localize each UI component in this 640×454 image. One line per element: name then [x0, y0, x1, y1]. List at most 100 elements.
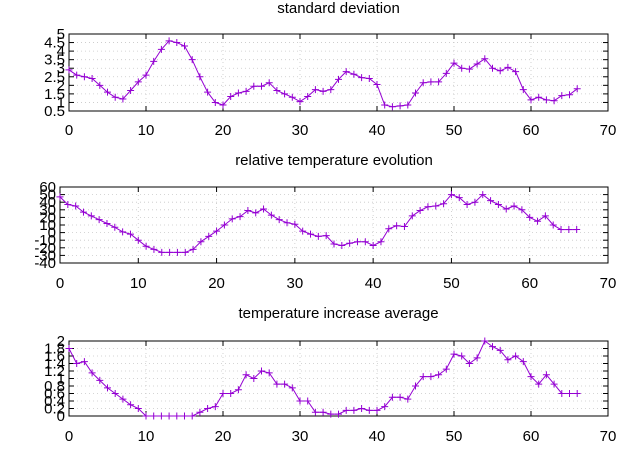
x-tick-label: 40 — [369, 428, 386, 445]
data-point — [196, 408, 204, 416]
data-point — [88, 74, 96, 82]
data-point — [234, 89, 242, 97]
x-tick-label: 30 — [287, 275, 304, 292]
data-point — [65, 66, 73, 74]
data-point — [150, 245, 158, 253]
data-point — [346, 239, 354, 247]
data-point — [204, 88, 212, 96]
data-point — [481, 337, 489, 345]
data-point — [314, 232, 322, 240]
data-point — [73, 360, 81, 367]
data-point — [353, 238, 361, 246]
y-tick-label: 2 — [57, 333, 65, 350]
data-point — [373, 406, 381, 414]
data-point — [96, 376, 104, 384]
data-point — [416, 207, 424, 215]
y-tick-label: 20 — [39, 209, 56, 226]
x-tick-label: 10 — [130, 275, 147, 292]
data-point — [197, 238, 205, 246]
data-point — [432, 202, 440, 210]
data-point — [258, 367, 265, 375]
x-tick-label: 60 — [523, 122, 540, 139]
data-point — [165, 37, 173, 45]
data-point — [319, 87, 327, 95]
data-point — [573, 85, 581, 93]
data-point — [365, 74, 373, 82]
chart-title: temperature increase average — [238, 305, 438, 322]
data-point — [489, 64, 496, 72]
data-point — [134, 405, 142, 412]
x-tick-label: 40 — [369, 122, 386, 139]
series-line — [59, 193, 577, 253]
data-point — [442, 69, 450, 77]
data-point — [165, 412, 173, 420]
data-point — [335, 410, 342, 418]
data-point — [535, 380, 543, 388]
data-point — [496, 346, 504, 354]
data-point — [119, 228, 127, 236]
data-point — [396, 393, 404, 401]
data-point — [450, 350, 458, 358]
data-point — [473, 354, 481, 362]
data-point — [72, 202, 80, 210]
y-tick-label: 0 — [48, 225, 56, 242]
data-point — [573, 226, 581, 234]
x-tick-label: 70 — [600, 275, 617, 292]
data-point — [281, 380, 289, 388]
data-point — [550, 380, 558, 388]
data-point — [80, 358, 88, 366]
data-point — [242, 371, 250, 379]
data-point — [134, 78, 142, 86]
data-point — [157, 412, 165, 420]
data-point — [408, 212, 416, 220]
data-point — [275, 216, 283, 224]
data-point — [412, 382, 419, 390]
series-line — [68, 40, 578, 108]
data-point — [252, 209, 260, 217]
data-point — [512, 352, 520, 360]
data-point — [296, 397, 304, 405]
data-point — [381, 403, 389, 411]
data-point — [250, 82, 258, 90]
data-point — [227, 390, 235, 397]
data-point — [181, 248, 189, 256]
data-point — [127, 401, 135, 409]
y-tick-label: 40 — [39, 194, 56, 211]
data-point — [427, 78, 435, 86]
y-tick-label: 1.4 — [44, 356, 65, 373]
chart-title: standard deviation — [277, 0, 400, 17]
y-tick-label: 1.6 — [44, 348, 65, 365]
data-point — [377, 238, 385, 246]
data-point — [307, 230, 315, 238]
data-point — [442, 365, 450, 373]
data-point — [150, 57, 158, 65]
data-point — [527, 96, 535, 104]
data-point — [534, 217, 542, 225]
data-point — [260, 205, 268, 213]
y-tick-label: 0.5 — [44, 103, 65, 120]
data-point — [96, 81, 104, 89]
data-point — [502, 205, 510, 213]
y-tick-label: -20 — [34, 240, 56, 257]
data-point — [526, 213, 534, 221]
data-point — [542, 371, 550, 379]
data-point — [550, 97, 558, 105]
data-point — [424, 203, 432, 211]
data-point — [404, 395, 412, 403]
y-tick-label: 0.4 — [44, 393, 65, 410]
data-point — [489, 343, 496, 351]
data-point — [150, 412, 158, 420]
data-point — [358, 74, 366, 82]
x-tick-label: 0 — [65, 122, 73, 139]
plot-frame — [68, 33, 609, 112]
y-tick-label: 4.5 — [44, 35, 65, 52]
x-tick-label: 0 — [56, 275, 64, 292]
data-point — [166, 248, 174, 256]
data-point — [181, 412, 188, 420]
data-point — [338, 242, 346, 250]
data-point — [173, 412, 181, 420]
data-point — [447, 191, 455, 199]
y-tick-label: 4 — [57, 43, 65, 60]
chart-panel-1: standard deviation 0 10 20 30 40 50 60 70 0.511.5… — [44, 0, 616, 139]
